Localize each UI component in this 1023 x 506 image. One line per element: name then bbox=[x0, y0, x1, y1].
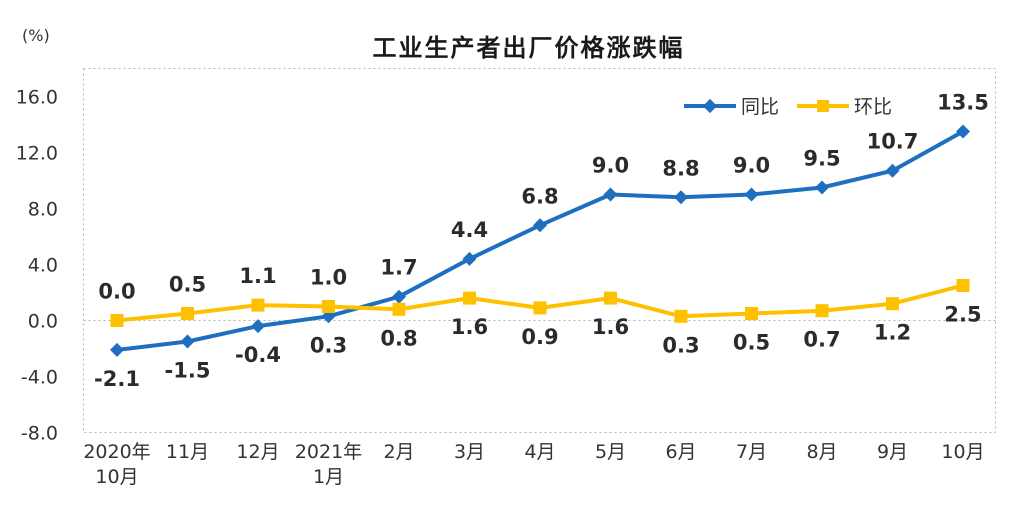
data-point-label: 9.0 bbox=[592, 154, 629, 178]
chart-title: 工业生产者出厂价格涨跌幅 bbox=[372, 34, 685, 62]
square-marker-icon bbox=[392, 302, 406, 316]
data-point-label: 0.5 bbox=[169, 273, 206, 297]
square-marker-icon bbox=[251, 298, 265, 312]
data-point-label: 4.4 bbox=[451, 218, 488, 242]
data-point-label: 1.7 bbox=[380, 256, 417, 280]
square-marker-icon bbox=[604, 291, 617, 305]
diamond-marker-icon bbox=[744, 187, 759, 202]
square-marker-icon bbox=[745, 307, 758, 320]
x-tick-label: 1月 bbox=[313, 466, 344, 488]
square-marker-icon bbox=[463, 291, 476, 305]
diamond-marker-icon bbox=[533, 218, 547, 233]
data-point-label: 1.0 bbox=[310, 266, 347, 290]
x-tick-label: 10月 bbox=[941, 441, 984, 463]
square-marker-icon bbox=[181, 307, 194, 320]
y-tick-label: 0.0 bbox=[28, 311, 58, 333]
y-axis-unit-label: (%) bbox=[22, 26, 50, 45]
chart-legend: 同比 环比 bbox=[684, 92, 892, 119]
data-point-label: 9.0 bbox=[733, 154, 770, 178]
data-point-label: 9.5 bbox=[803, 147, 840, 171]
data-point-label: 0.5 bbox=[733, 331, 770, 355]
square-marker-icon bbox=[815, 304, 829, 318]
x-tick-label: 5月 bbox=[595, 441, 626, 463]
legend-label-mom: 环比 bbox=[854, 96, 893, 118]
diamond-marker-icon bbox=[885, 163, 900, 178]
y-tick-label: -8.0 bbox=[21, 423, 58, 445]
x-tick-label: 8月 bbox=[806, 441, 837, 463]
square-marker-icon bbox=[674, 309, 688, 323]
x-tick-label: 2月 bbox=[383, 441, 414, 463]
data-point-label: 0.8 bbox=[380, 326, 417, 350]
diamond-marker-icon bbox=[815, 180, 829, 195]
y-tick-label: 16.0 bbox=[16, 87, 58, 109]
data-point-label: 0.0 bbox=[98, 280, 135, 304]
diamond-marker-icon bbox=[110, 342, 124, 357]
data-point-label: 1.6 bbox=[451, 315, 488, 339]
y-tick-label: 8.0 bbox=[28, 199, 58, 221]
y-tick-label: 12.0 bbox=[16, 143, 58, 165]
data-point-label: 1.1 bbox=[239, 264, 276, 288]
yoy-line-diamond-swatch-icon bbox=[684, 98, 736, 113]
data-point-label: -0.4 bbox=[235, 343, 281, 367]
diamond-marker-icon bbox=[956, 124, 970, 139]
x-tick-label: 2021年 bbox=[295, 441, 362, 463]
legend-label-yoy: 同比 bbox=[741, 96, 780, 118]
x-tick-label: 2020年 bbox=[83, 441, 150, 463]
y-tick-label: -4.0 bbox=[21, 367, 58, 389]
plot-border bbox=[83, 68, 996, 433]
diamond-marker-icon bbox=[462, 251, 477, 266]
data-point-label: 1.6 bbox=[592, 315, 629, 339]
data-point-label: 0.3 bbox=[310, 333, 347, 357]
square-marker-icon bbox=[533, 301, 547, 315]
square-marker-icon bbox=[886, 297, 899, 311]
data-point-label: -1.5 bbox=[165, 359, 211, 383]
x-tick-label: 10月 bbox=[95, 466, 138, 488]
data-point-label: 0.9 bbox=[521, 325, 558, 349]
x-tick-label: 7月 bbox=[736, 441, 767, 463]
mom-line-square-swatch-icon bbox=[797, 99, 850, 112]
x-tick-label: 11月 bbox=[166, 441, 209, 463]
data-point-label: 13.5 bbox=[937, 91, 989, 115]
legend-item-yoy: 同比 bbox=[684, 92, 779, 119]
data-point-label: 0.3 bbox=[662, 333, 699, 357]
x-tick-label: 12月 bbox=[236, 441, 279, 463]
data-point-label: 10.7 bbox=[867, 130, 919, 154]
y-tick-label: 4.0 bbox=[28, 255, 58, 277]
x-tick-label: 3月 bbox=[454, 441, 485, 463]
data-point-label: 0.7 bbox=[803, 328, 840, 352]
x-tick-label: 4月 bbox=[524, 441, 555, 463]
square-marker-icon bbox=[322, 300, 335, 313]
data-point-label: 8.8 bbox=[662, 156, 699, 180]
diamond-marker-icon bbox=[180, 334, 195, 349]
data-point-label: 1.2 bbox=[874, 321, 911, 345]
square-marker-icon bbox=[110, 314, 124, 327]
diamond-marker-icon bbox=[392, 289, 406, 304]
square-marker-icon bbox=[956, 279, 970, 292]
diamond-marker-icon bbox=[251, 319, 265, 334]
diamond-marker-icon bbox=[603, 187, 618, 202]
legend-item-mom: 环比 bbox=[797, 92, 892, 119]
data-point-label: -2.1 bbox=[94, 367, 140, 391]
data-point-label: 2.5 bbox=[944, 303, 981, 327]
x-tick-label: 9月 bbox=[877, 441, 908, 463]
diamond-marker-icon bbox=[674, 190, 688, 205]
data-point-label: 6.8 bbox=[521, 184, 558, 208]
x-tick-label: 6月 bbox=[665, 441, 696, 463]
